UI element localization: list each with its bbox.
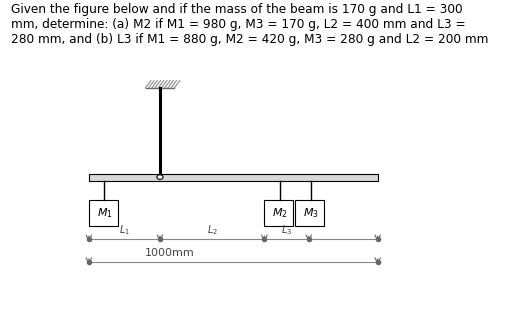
- FancyBboxPatch shape: [296, 200, 324, 226]
- Text: $M_1$: $M_1$: [97, 206, 112, 220]
- Text: 1000mm: 1000mm: [145, 248, 195, 258]
- Text: $L_2$: $L_2$: [207, 224, 218, 237]
- Text: Given the figure below and if the mass of the beam is 170 g and L1 = 300
mm, det: Given the figure below and if the mass o…: [11, 3, 488, 46]
- Circle shape: [157, 175, 163, 179]
- Text: $M_2$: $M_2$: [272, 206, 288, 220]
- Text: $L_3$: $L_3$: [281, 224, 292, 237]
- FancyBboxPatch shape: [89, 200, 118, 226]
- FancyBboxPatch shape: [89, 174, 377, 181]
- Text: $M_3$: $M_3$: [303, 206, 319, 220]
- Text: $L_1$: $L_1$: [119, 224, 130, 237]
- FancyBboxPatch shape: [265, 200, 293, 226]
